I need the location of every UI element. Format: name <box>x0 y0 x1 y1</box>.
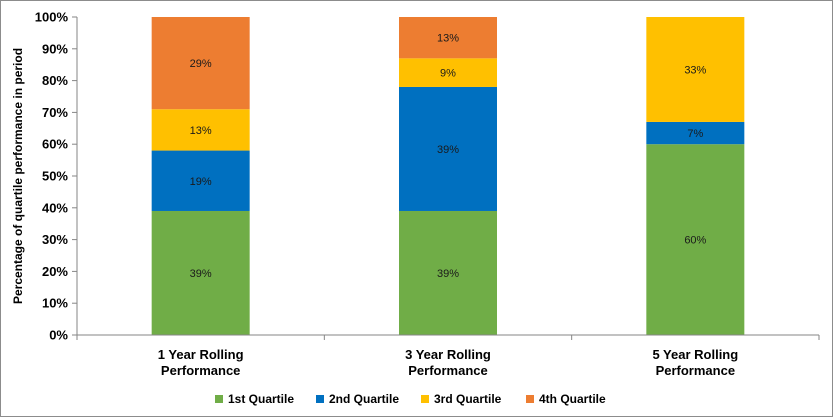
legend-swatch <box>316 395 324 403</box>
data-label: 7% <box>687 128 703 140</box>
y-tick-label: 30% <box>42 232 68 247</box>
bar-segment-1st-quartile <box>646 144 745 335</box>
legend-item-4th-quartile: 4th Quartile <box>526 392 606 406</box>
bar-segment-2nd-quartile <box>151 150 250 211</box>
data-label: 9% <box>440 68 456 80</box>
y-tick-label: 50% <box>42 169 68 184</box>
bar-segment-2nd-quartile <box>646 121 745 145</box>
data-label: 33% <box>684 64 706 76</box>
y-tick-label: 90% <box>42 41 68 56</box>
data-label: 39% <box>437 268 459 280</box>
x-category-label: 1 Year Rolling Performance <box>158 347 244 378</box>
legend-label: 1st Quartile <box>228 392 294 406</box>
y-tick-label: 60% <box>42 137 68 152</box>
x-category-label: 5 Year Rolling Performance <box>652 347 738 378</box>
y-tick-label: 80% <box>42 73 68 88</box>
legend-swatch <box>526 395 534 403</box>
y-tick-label: 20% <box>42 264 68 279</box>
data-label: 19% <box>190 176 212 188</box>
bar-segment-1st-quartile <box>399 210 497 335</box>
bar-segment-4th-quartile <box>151 17 250 110</box>
data-label: 13% <box>190 125 212 137</box>
bar-segment-3rd-quartile <box>399 58 497 87</box>
x-category-label: 3 Year Rolling Performance <box>405 347 491 378</box>
legend-item-3rd-quartile: 3rd Quartile <box>421 392 502 406</box>
legend-label: 2nd Quartile <box>329 392 399 406</box>
data-label: 39% <box>190 268 212 280</box>
legend-item-1st-quartile: 1st Quartile <box>215 392 294 406</box>
legend-label: 3rd Quartile <box>434 392 502 406</box>
data-label: 60% <box>684 235 706 247</box>
bar-segment-4th-quartile <box>399 17 497 59</box>
bar-segment-2nd-quartile <box>399 86 497 211</box>
data-label: 13% <box>437 33 459 45</box>
y-tick-label: 0% <box>49 328 68 343</box>
legend-swatch <box>421 395 429 403</box>
y-axis-title: Percentage of quartile performance in pe… <box>11 48 25 304</box>
legend-item-2nd-quartile: 2nd Quartile <box>316 392 399 406</box>
y-tick-label: 100% <box>35 10 69 25</box>
data-label: 29% <box>190 58 212 70</box>
y-tick-label: 70% <box>42 105 68 120</box>
bar-segment-3rd-quartile <box>151 109 250 151</box>
legend-label: 4th Quartile <box>539 392 606 406</box>
y-tick-label: 10% <box>42 296 68 311</box>
y-tick-label: 40% <box>42 200 68 215</box>
bar-segment-3rd-quartile <box>646 17 745 122</box>
legend-swatch <box>215 395 223 403</box>
bar-segment-1st-quartile <box>151 210 250 335</box>
data-label: 39% <box>437 144 459 156</box>
